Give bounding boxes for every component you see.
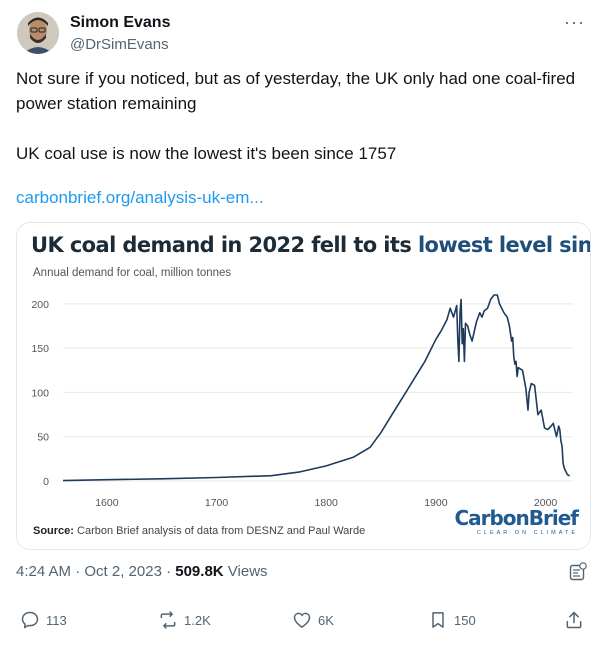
coal-demand-chart: 0 50 100 150 200 1600 1700 1800 1900 2000 <box>31 294 573 509</box>
repost-button[interactable]: 1.2K <box>158 610 211 630</box>
reply-count: 113 <box>46 612 67 628</box>
tweet-header: Simon Evans @DrSimEvans ··· <box>12 12 593 60</box>
like-button[interactable]: 6K <box>292 610 334 630</box>
x-tick-label: 1600 <box>95 497 119 509</box>
y-tick-label: 50 <box>37 432 49 444</box>
chart-title: UK coal demand in 2022 fell to its lowes… <box>31 233 591 257</box>
x-tick-label: 1800 <box>315 497 339 509</box>
bookmark-button[interactable]: 150 <box>428 610 476 630</box>
chart-source: Source: Carbon Brief analysis of data fr… <box>33 525 366 537</box>
tweet-meta: 4:24 AM · Oct 2, 2023 · 509.8K Views <box>16 563 268 580</box>
views-label: Views <box>223 563 268 580</box>
avatar-image <box>17 12 59 54</box>
repost-icon <box>160 611 176 629</box>
share-button[interactable] <box>564 610 584 630</box>
reply-icon <box>21 611 39 629</box>
bookmark-count: 150 <box>454 612 476 628</box>
more-horizontal-icon[interactable]: ··· <box>564 12 585 32</box>
coal-demand-line <box>62 294 571 482</box>
tweet-text: Not sure if you noticed, but as of yeste… <box>16 69 576 163</box>
timestamp[interactable]: 4:24 AM · Oct 2, 2023 · <box>16 563 176 580</box>
tweet-link[interactable]: carbonbrief.org/analysis-uk-em... <box>16 188 264 207</box>
x-tick-label: 1900 <box>424 497 448 509</box>
author-name[interactable]: Simon Evans <box>70 14 171 31</box>
action-bar: 113 1.2K 6K 150 <box>16 610 589 636</box>
analytics-icon[interactable] <box>569 562 587 582</box>
y-tick-label: 150 <box>31 343 49 355</box>
author-handle[interactable]: @DrSimEvans <box>70 36 169 53</box>
repost-count: 1.2K <box>184 612 211 628</box>
y-tick-label: 0 <box>43 476 49 488</box>
bookmark-icon <box>432 612 444 628</box>
share-icon <box>566 611 582 629</box>
views-count: 509.8K <box>175 563 224 580</box>
carbonbrief-logo: CarbonBrief CLEAR ON CLIMATE <box>454 506 579 536</box>
heart-icon <box>293 612 311 628</box>
reply-button[interactable]: 113 <box>20 610 67 630</box>
x-tick-label: 1700 <box>205 497 229 509</box>
chart-subtitle: Annual demand for coal, million tonnes <box>33 267 232 279</box>
chart-card[interactable]: 0 50 100 150 200 1600 1700 1800 1900 2000 UK coal… <box>16 222 591 550</box>
x-tick-label: 2000 <box>534 497 558 509</box>
like-count: 6K <box>318 612 334 628</box>
avatar[interactable] <box>17 12 59 54</box>
y-tick-label: 200 <box>31 299 49 311</box>
y-tick-label: 100 <box>31 387 49 399</box>
